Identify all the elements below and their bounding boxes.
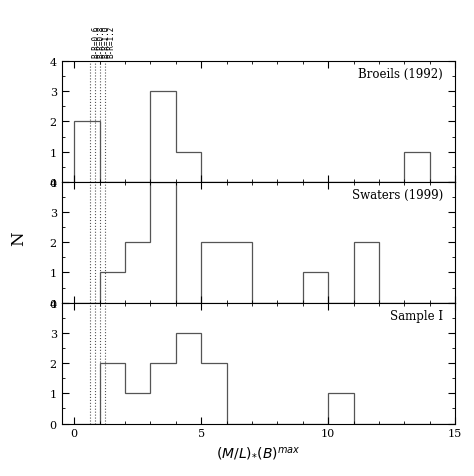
Text: Broeils (1992): Broeils (1992) [358,68,443,81]
Text: Sample I: Sample I [390,309,443,322]
X-axis label: $(M/L)_{*}(B)^{max}$: $(M/L)_{*}(B)^{max}$ [216,444,301,461]
Text: Swaters (1999): Swaters (1999) [352,188,443,201]
Text: B-R=1.0: B-R=1.0 [101,26,110,58]
Text: B-R=0.8: B-R=0.8 [96,26,105,58]
Text: N: N [10,231,27,245]
Text: B-R=0.6: B-R=0.6 [91,26,100,58]
Text: B-R=1.2: B-R=1.2 [107,26,116,58]
